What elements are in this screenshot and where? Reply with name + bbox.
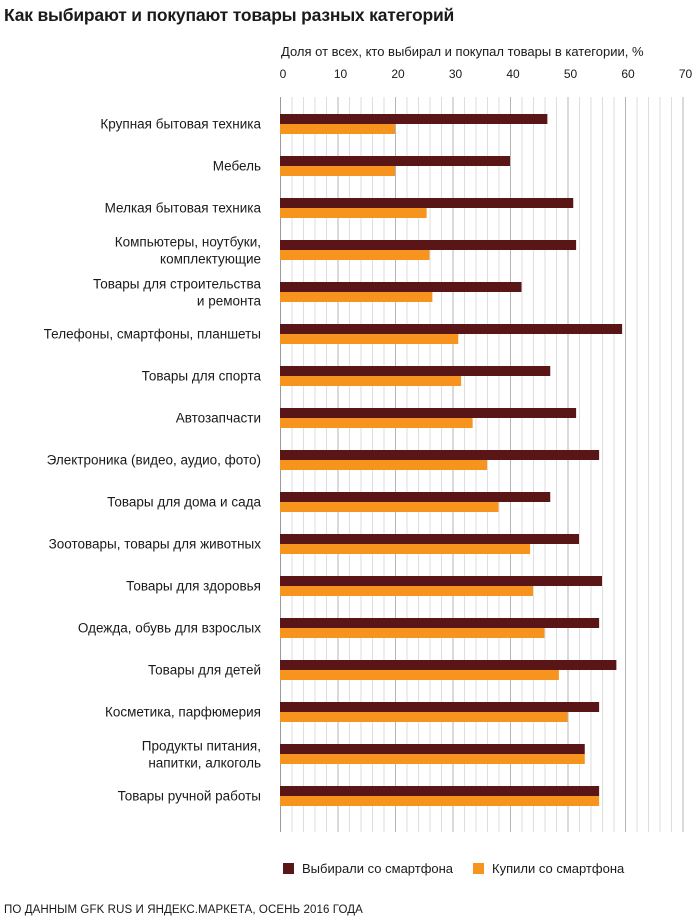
legend-label-chose: Выбирали со смартфона	[302, 861, 454, 876]
bar-chose	[280, 618, 600, 628]
category-label: Товары для строительства и ремонта	[93, 277, 261, 309]
bar-chose	[280, 156, 510, 166]
x-tick-label: 20	[391, 67, 405, 81]
x-tick-label: 40	[506, 67, 520, 81]
legend-label-bought: Купили со смартфона	[492, 861, 625, 876]
bar-bought	[280, 670, 559, 680]
legend-swatch-bought	[473, 863, 484, 874]
category-label: Товары для дома и сада	[107, 495, 261, 510]
category-label: Крупная бытовая техника	[100, 117, 261, 132]
x-tick-label: 50	[564, 67, 578, 81]
category-label: Зоотовары, товары для животных	[49, 537, 262, 552]
bar-chose	[280, 282, 522, 292]
bar-chose	[280, 324, 623, 334]
bar-chose	[280, 408, 577, 418]
category-label: Компьютеры, ноутбуки, комплектующие	[115, 235, 261, 267]
bar-bought	[280, 292, 433, 302]
bar-bought	[280, 250, 430, 260]
bar-bought	[280, 628, 545, 638]
category-label-line: Компьютеры, ноутбуки,	[115, 235, 261, 250]
bar-chose	[280, 534, 579, 544]
bar-bought	[280, 166, 395, 176]
x-tick-label: 10	[334, 67, 348, 81]
category-label: Товары для детей	[148, 663, 261, 678]
bar-bought	[280, 334, 459, 344]
bars	[280, 114, 623, 806]
source-note: ПО ДАННЫМ GFK RUS И ЯНДЕКС.МАРКЕТА, ОСЕН…	[4, 904, 363, 916]
bar-bought	[280, 418, 473, 428]
category-label-line: Продукты питания,	[142, 739, 261, 754]
category-label: Автозапчасти	[176, 411, 261, 426]
bar-bought	[280, 544, 531, 554]
bar-bought	[280, 376, 462, 386]
category-label: Товары для здоровья	[126, 579, 261, 594]
bar-chose	[280, 240, 577, 250]
x-tick-label: 0	[280, 67, 287, 81]
bar-bought	[280, 754, 585, 764]
x-tick-label: 70	[679, 67, 693, 81]
bar-bought	[280, 796, 600, 806]
bar-chose	[280, 114, 548, 124]
category-label-line: Товары для строительства	[93, 277, 261, 292]
category-label-line: напитки, алкоголь	[148, 756, 261, 771]
category-label-line: комплектующие	[160, 252, 261, 267]
x-axis-title: Доля от всех, кто выбирал и покупал това…	[281, 44, 644, 59]
legend-item-bought: Купили со смартфона	[473, 861, 624, 876]
bar-chose	[280, 702, 600, 712]
bar-chose	[280, 450, 600, 460]
bar-chose	[280, 744, 585, 754]
category-label: Мелкая бытовая техника	[105, 201, 262, 216]
chart-title: Как выбирают и покупают товары разных ка…	[4, 5, 455, 25]
bar-chose	[280, 660, 617, 670]
category-labels: Крупная бытовая техника Мебель Мелкая быто…	[44, 117, 262, 804]
x-tick-label: 30	[449, 67, 463, 81]
bar-chose	[280, 786, 600, 796]
bar-bought	[280, 502, 499, 512]
category-label: Товары ручной работы	[118, 789, 261, 804]
category-label: Электроника (видео, аудио, фото)	[47, 453, 261, 468]
category-label: Телефоны, смартфоны, планшеты	[44, 327, 261, 342]
bar-chose	[280, 576, 602, 586]
bar-bought	[280, 460, 487, 470]
bar-chose	[280, 366, 551, 376]
category-label: Одежда, обувь для взрослых	[78, 621, 261, 636]
category-label: Косметика, парфюмерия	[105, 705, 261, 720]
bar-bought	[280, 586, 533, 596]
x-tick-labels: 0 10 20 30 40 50 60 70	[280, 67, 693, 81]
bar-bought	[280, 208, 427, 218]
legend-item-chose: Выбирали со смартфона	[283, 861, 453, 876]
legend-swatch-chose	[283, 863, 294, 874]
bar-bought	[280, 124, 395, 134]
category-label-line: и ремонта	[197, 294, 262, 309]
category-label: Продукты питания, напитки, алкоголь	[142, 739, 261, 771]
bar-chose	[280, 198, 574, 208]
bar-bought	[280, 712, 568, 722]
category-label: Мебель	[213, 159, 261, 174]
category-label: Товары для спорта	[142, 369, 262, 384]
x-tick-label: 60	[621, 67, 635, 81]
bar-chose	[280, 492, 551, 502]
